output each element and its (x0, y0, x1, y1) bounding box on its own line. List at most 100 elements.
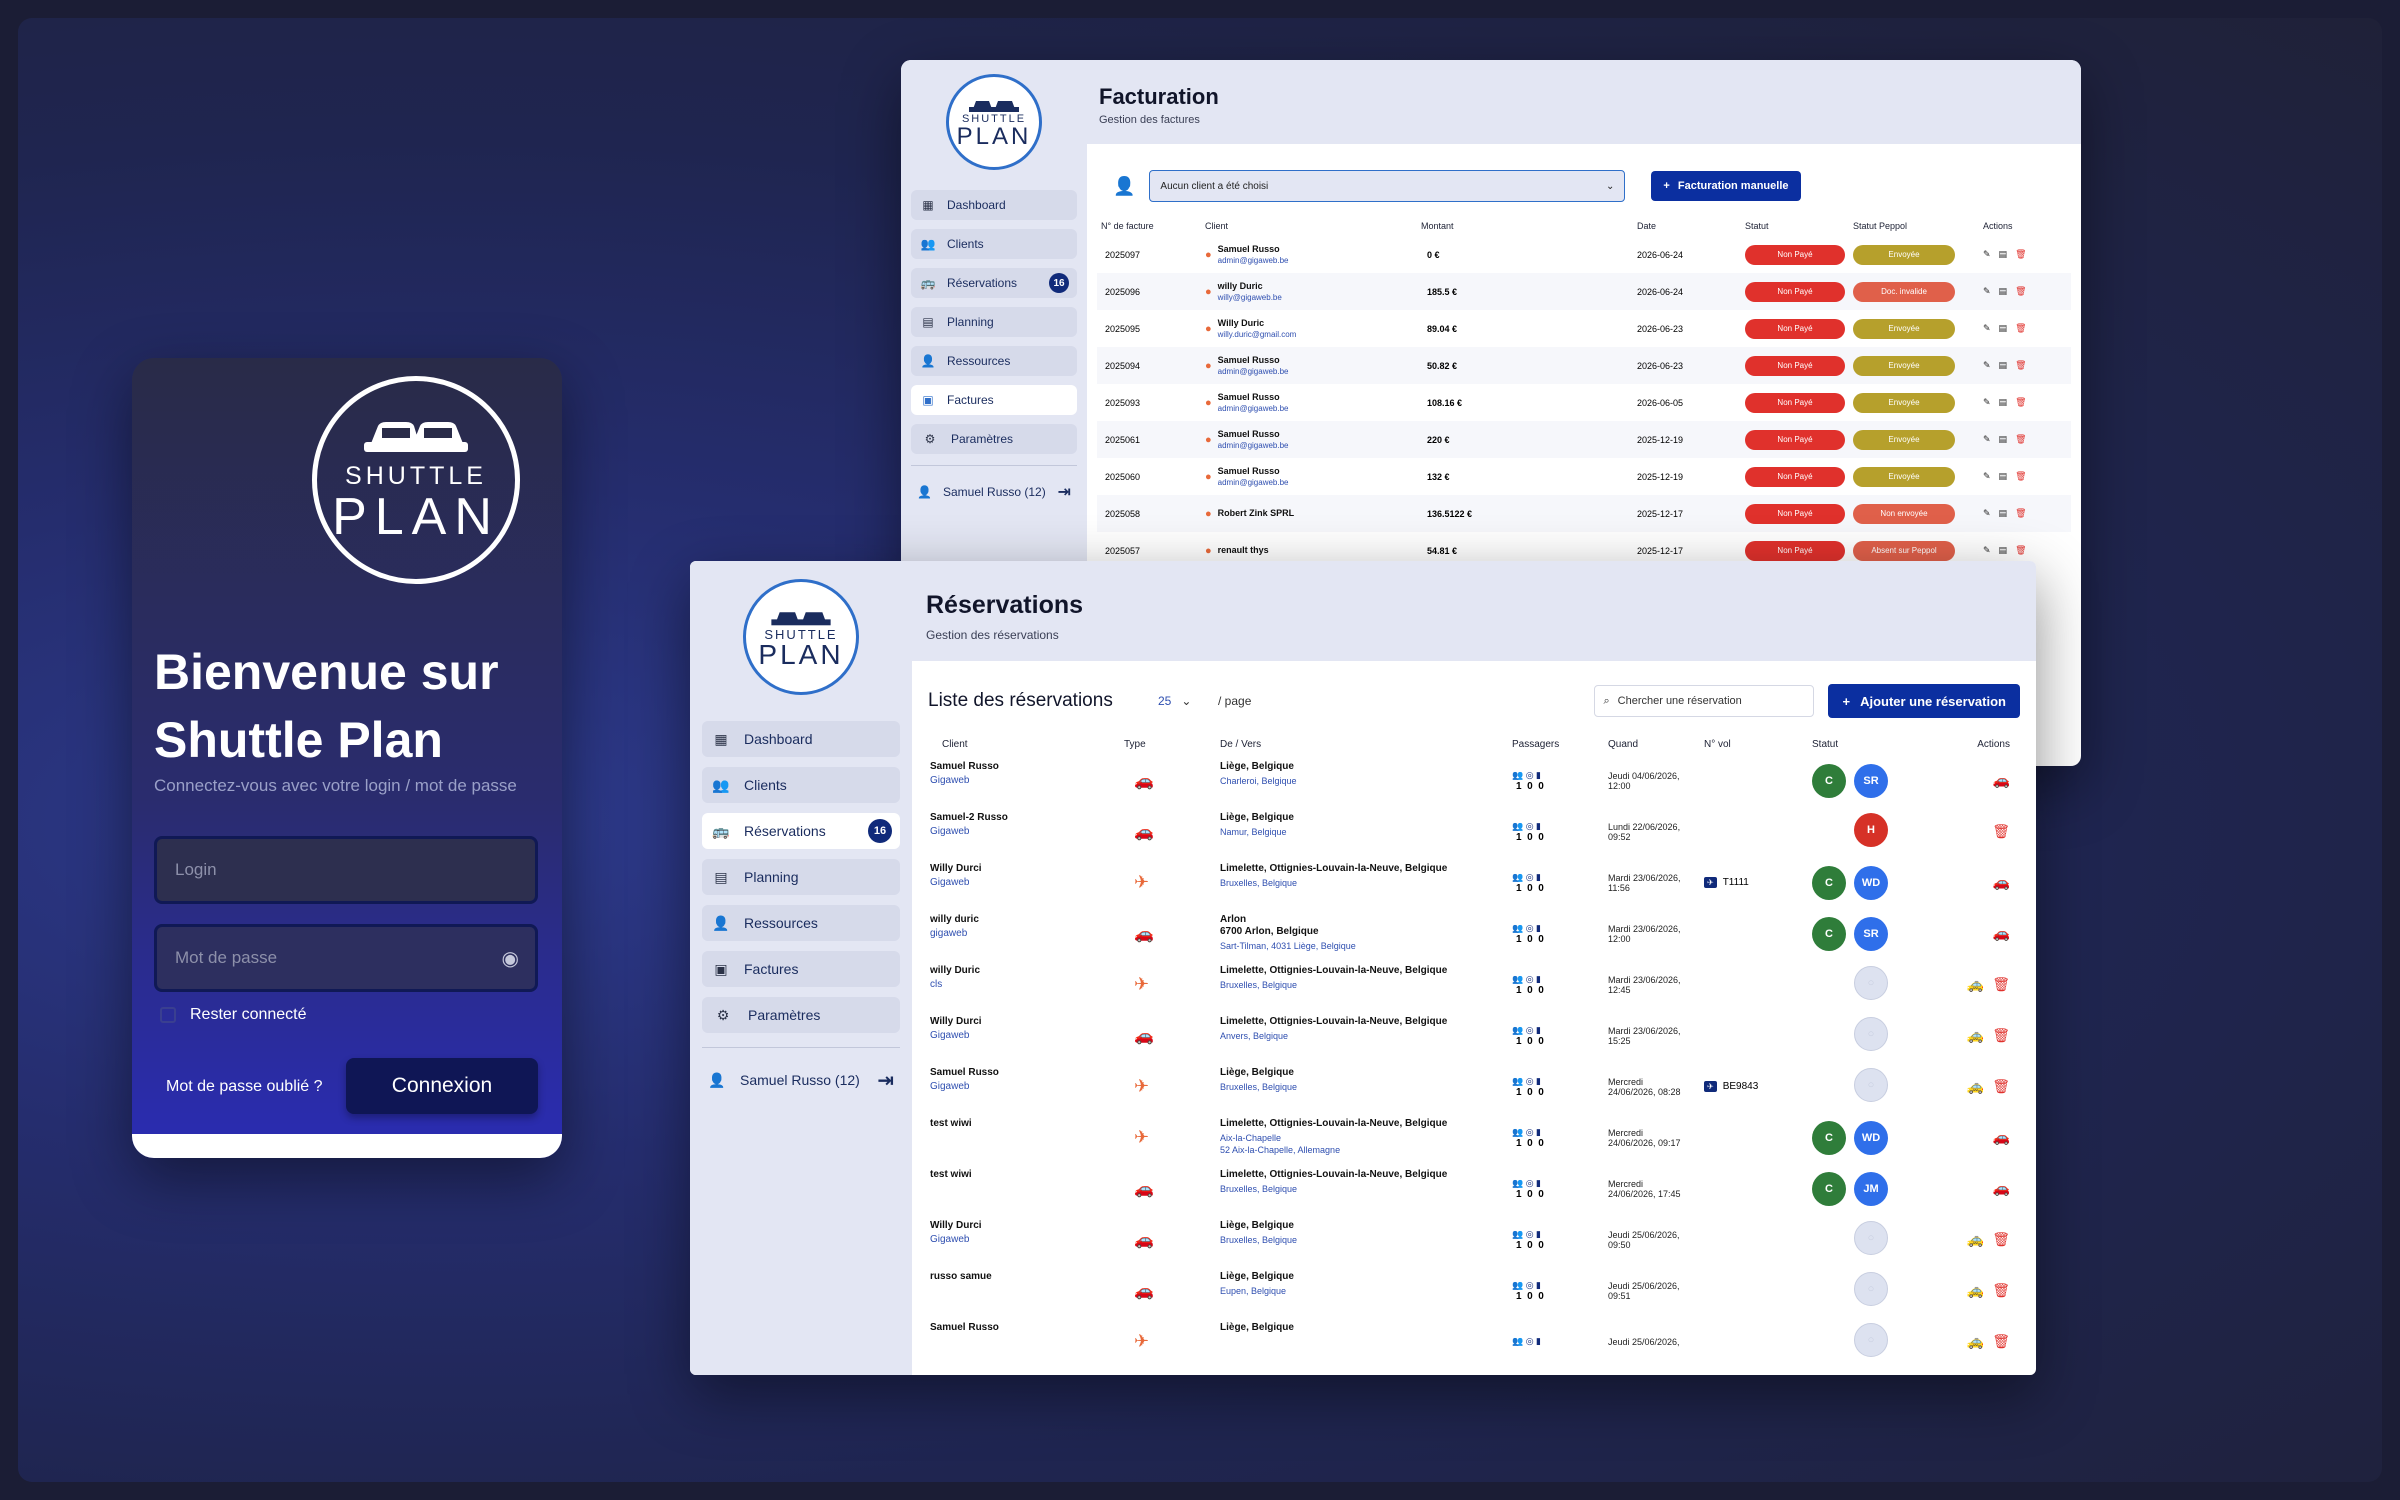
trash-icon[interactable]: 🗑 (1992, 1333, 2010, 1349)
route-to[interactable]: Bruxelles, Belgique (1220, 980, 1298, 990)
document-icon[interactable]: ▤ (1998, 434, 2008, 444)
client-company[interactable]: Gigaweb (930, 826, 970, 837)
trash-icon[interactable]: 🗑 (2015, 471, 2027, 481)
reservation-row[interactable]: willy duric gigaweb 🚗 Arlon 6700 Arlon, Bel… (928, 908, 2020, 959)
reservation-row[interactable]: Willy Durci Gigaweb 🚗 Liège, Belgique Bruxel… (928, 1214, 2020, 1265)
res-nav-resources[interactable]: 👤 Ressources (702, 905, 900, 941)
billing-nav-reservations[interactable]: 🚌 Réservations 16 (911, 268, 1077, 298)
trash-icon[interactable]: 🗑 (1992, 1078, 2010, 1094)
res-nav-planning[interactable]: ▤ Planning (702, 859, 900, 895)
trash-icon[interactable]: 🗑 (2015, 397, 2027, 407)
trash-icon[interactable]: 🗑 (1992, 1282, 2010, 1298)
trash-icon[interactable]: 🗑 (2015, 434, 2027, 444)
client-company[interactable]: Gigaweb (930, 775, 970, 786)
trash-icon[interactable]: 🗑 (2015, 323, 2027, 333)
assign-driver-icon[interactable]: 🚕 (1966, 1231, 1985, 1247)
assign-vehicle-icon[interactable]: 🚗 (1992, 1129, 2010, 1145)
document-icon[interactable]: ▤ (1998, 397, 2008, 407)
edit-icon[interactable]: ✎ (1983, 545, 1991, 555)
forgot-password-link[interactable]: Mot de passe oublié ? (166, 1078, 323, 1095)
res-nav-invoices[interactable]: ▣ Factures (702, 951, 900, 987)
res-nav-dashboard[interactable]: ▦ Dashboard (702, 721, 900, 757)
reservation-row[interactable]: willy Duric cls ✈ Limelette, Ottignies-Louv… (928, 959, 2020, 1010)
assign-driver-icon[interactable]: 🚕 (1966, 1027, 1985, 1043)
billing-nav-dashboard[interactable]: ▦ Dashboard (911, 190, 1077, 220)
route-to[interactable]: Bruxelles, Belgique (1220, 1184, 1298, 1194)
invoice-row[interactable]: 2025094 ● Samuel Russo admin@gigaweb.be 50.8… (1097, 347, 2071, 384)
invoice-row[interactable]: 2025060 ● Samuel Russo admin@gigaweb.be 132 … (1097, 458, 2071, 495)
invoice-row[interactable]: 2025057 ● renault thys 54.81 € 2025-12-17 Non… (1097, 532, 2071, 569)
edit-icon[interactable]: ✎ (1983, 286, 1991, 296)
trash-icon[interactable]: 🗑 (2015, 286, 2027, 296)
reservation-row[interactable]: test wiwi 🚗 Limelette, Ottignies-Louvain-l… (928, 1163, 2020, 1214)
res-nav-reservations[interactable]: 🚌 Réservations 16 (702, 813, 900, 849)
assign-vehicle-icon[interactable]: 🚗 (1992, 925, 2010, 941)
reservation-row[interactable]: test wiwi ✈ Limelette, Ottignies-Louvain-l… (928, 1112, 2020, 1163)
reservation-row[interactable]: Willy Durci Gigaweb 🚗 Limelette, Ottignies-… (928, 1010, 2020, 1061)
client-company[interactable]: gigaweb (930, 928, 968, 939)
edit-icon[interactable]: ✎ (1983, 323, 1991, 333)
client-company[interactable]: Gigaweb (930, 1234, 970, 1245)
document-icon[interactable]: ▤ (1998, 545, 2008, 555)
logout-icon[interactable]: ⇥ (877, 1069, 894, 1092)
reservation-row[interactable]: Willy Durci Gigaweb ✈ Limelette, Ottignies-… (928, 857, 2020, 908)
trash-icon[interactable]: 🗑 (2015, 360, 2027, 370)
client-email[interactable]: willy@gigaweb.be (1217, 293, 1282, 302)
trash-icon[interactable]: 🗑 (1992, 976, 2010, 992)
trash-icon[interactable]: 🗑 (1992, 1231, 2010, 1247)
assign-driver-icon[interactable]: 🚕 (1966, 1282, 1985, 1298)
remember-checkbox[interactable] (160, 1007, 176, 1023)
client-email[interactable]: admin@gigaweb.be (1217, 367, 1289, 376)
client-company[interactable]: cls (930, 979, 943, 990)
client-email[interactable]: admin@gigaweb.be (1217, 256, 1289, 265)
route-to[interactable]: Eupen, Belgique (1220, 1286, 1287, 1296)
invoice-row[interactable]: 2025058 ● Robert Zink SPRL 136.5122 € 2025-1… (1097, 495, 2071, 532)
res-nav-settings[interactable]: ⚙ Paramètres (702, 997, 900, 1033)
edit-icon[interactable]: ✎ (1983, 397, 1991, 407)
billing-nav-planning[interactable]: ▤ Planning (911, 307, 1077, 337)
assign-vehicle-icon[interactable]: 🚗 (1992, 1180, 2010, 1196)
manual-billing-button[interactable]: + Facturation manuelle (1651, 171, 1801, 201)
reservation-row[interactable]: Samuel Russo Gigaweb ✈ Liège, Belgique Bruxe… (928, 1061, 2020, 1112)
trash-icon[interactable]: 🗑 (2015, 249, 2027, 259)
per-page-select[interactable]: 25 ⌄ (1158, 694, 1212, 708)
assign-driver-icon[interactable]: 🚕 (1966, 1333, 1985, 1349)
reservation-row[interactable]: Samuel Russo Gigaweb 🚗 Liège, Belgique Charl… (928, 755, 2020, 806)
document-icon[interactable]: ▤ (1998, 360, 2008, 370)
assign-vehicle-icon[interactable]: 🚗 (1992, 772, 2010, 788)
assign-vehicle-icon[interactable]: 🚗 (1992, 874, 2010, 890)
trash-icon[interactable]: 🗑 (1992, 823, 2010, 839)
trash-icon[interactable]: 🗑 (2015, 545, 2027, 555)
res-nav-clients[interactable]: 👥 Clients (702, 767, 900, 803)
invoice-row[interactable]: 2025097 ● Samuel Russo admin@gigaweb.be 0 € 2… (1097, 236, 2071, 273)
logout-icon[interactable]: ⇥ (1057, 484, 1071, 501)
client-company[interactable]: Gigaweb (930, 1081, 970, 1092)
invoice-row[interactable]: 2025096 ● willy Duric willy@gigaweb.be 185.5… (1097, 273, 2071, 310)
route-to[interactable]: Sart-Tilman, 4031 Liège, Belgique (1220, 941, 1356, 951)
assign-driver-icon[interactable]: 🚕 (1966, 1078, 1985, 1094)
client-company[interactable]: Gigaweb (930, 1030, 970, 1041)
trash-icon[interactable]: 🗑 (2015, 508, 2027, 518)
invoice-row[interactable]: 2025093 ● Samuel Russo admin@gigaweb.be 108.… (1097, 384, 2071, 421)
trash-icon[interactable]: 🗑 (1992, 1027, 2010, 1043)
client-email[interactable]: admin@gigaweb.be (1217, 441, 1289, 450)
edit-icon[interactable]: ✎ (1983, 360, 1991, 370)
search-input[interactable]: ⌕ Chercher une réservation (1594, 685, 1815, 717)
invoice-row[interactable]: 2025095 ● Willy Duric willy.duric@gmail.com… (1097, 310, 2071, 347)
invoice-row[interactable]: 2025061 ● Samuel Russo admin@gigaweb.be 220 … (1097, 421, 2071, 458)
edit-icon[interactable]: ✎ (1983, 471, 1991, 481)
eye-off-icon[interactable]: ◉ (501, 947, 519, 970)
assign-driver-icon[interactable]: 🚕 (1966, 976, 1985, 992)
document-icon[interactable]: ▤ (1998, 508, 2008, 518)
edit-icon[interactable]: ✎ (1983, 508, 1991, 518)
billing-nav-settings[interactable]: ⚙ Paramètres (911, 424, 1077, 454)
client-email[interactable]: admin@gigaweb.be (1217, 404, 1289, 413)
connect-button[interactable]: Connexion (346, 1058, 538, 1114)
client-select[interactable]: Aucun client a été choisi ⌄ (1149, 170, 1626, 202)
password-input[interactable]: Mot de passe ◉ (154, 924, 538, 992)
document-icon[interactable]: ▤ (1998, 249, 2008, 259)
route-to[interactable]: Bruxelles, Belgique (1220, 878, 1298, 888)
route-to[interactable]: Anvers, Belgique (1220, 1031, 1289, 1041)
edit-icon[interactable]: ✎ (1983, 434, 1991, 444)
reservation-row[interactable]: Samuel Russo ✈ Liège, Belgique 👥 ◎ ▮ Jeudi 2… (928, 1316, 2020, 1367)
